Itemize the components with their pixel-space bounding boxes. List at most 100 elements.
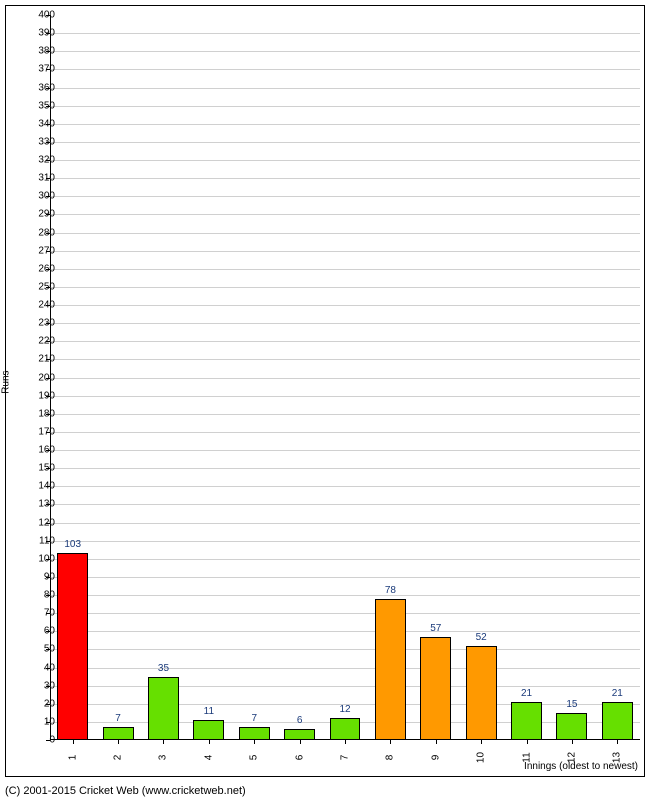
bar	[556, 713, 587, 740]
bar-value-label: 12	[339, 704, 350, 715]
y-tick-label: 50	[25, 644, 55, 655]
x-tick-mark	[300, 740, 301, 744]
y-tick-label: 310	[25, 173, 55, 184]
bar-value-label: 35	[158, 663, 169, 674]
grid-line	[50, 378, 640, 379]
grid-line	[50, 106, 640, 107]
y-tick-label: 150	[25, 463, 55, 474]
grid-line	[50, 468, 640, 469]
bar	[602, 702, 633, 740]
bar-value-label: 6	[297, 715, 303, 726]
x-tick-label: 10	[476, 752, 487, 764]
y-tick-label: 170	[25, 426, 55, 437]
y-tick-label: 360	[25, 82, 55, 93]
grid-line	[50, 196, 640, 197]
x-tick-label: 6	[294, 752, 305, 764]
y-tick-label: 100	[25, 553, 55, 564]
grid-line	[50, 414, 640, 415]
grid-line	[50, 504, 640, 505]
bar	[375, 599, 406, 740]
x-tick-mark	[572, 740, 573, 744]
bar-value-label: 11	[204, 706, 214, 717]
y-tick-label: 140	[25, 481, 55, 492]
y-tick-label: 290	[25, 209, 55, 220]
grid-line	[50, 124, 640, 125]
grid-line	[50, 69, 640, 70]
y-tick-label: 210	[25, 354, 55, 365]
y-tick-label: 380	[25, 46, 55, 57]
grid-line	[50, 450, 640, 451]
bar-value-label: 7	[115, 713, 121, 724]
x-tick-label: 11	[521, 752, 532, 764]
grid-line	[50, 251, 640, 252]
bar-value-label: 21	[612, 688, 623, 699]
y-tick-label: 80	[25, 590, 55, 601]
grid-line	[50, 51, 640, 52]
bar-value-label: 21	[521, 688, 532, 699]
x-tick-mark	[73, 740, 74, 744]
bar-value-label: 57	[430, 623, 441, 634]
x-tick-label: 3	[158, 752, 169, 764]
y-tick-label: 250	[25, 281, 55, 292]
y-tick-label: 340	[25, 118, 55, 129]
bar-value-label: 15	[566, 699, 577, 710]
bar-value-label: 7	[251, 713, 257, 724]
grid-line	[50, 523, 640, 524]
footer-copyright: (C) 2001-2015 Cricket Web (www.cricketwe…	[5, 785, 246, 797]
y-tick-label: 110	[25, 535, 55, 546]
x-tick-mark	[481, 740, 482, 744]
grid-line	[50, 214, 640, 215]
grid-line	[50, 486, 640, 487]
y-tick-label: 180	[25, 408, 55, 419]
grid-line	[50, 577, 640, 578]
grid-line	[50, 233, 640, 234]
x-tick-mark	[345, 740, 346, 744]
bar	[284, 729, 315, 740]
grid-line	[50, 323, 640, 324]
x-tick-mark	[617, 740, 618, 744]
y-axis-title: Runs	[1, 370, 12, 393]
grid-line	[50, 305, 640, 306]
y-tick-label: 270	[25, 245, 55, 256]
y-tick-label: 280	[25, 227, 55, 238]
grid-line	[50, 396, 640, 397]
grid-line	[50, 33, 640, 34]
x-tick-mark	[254, 740, 255, 744]
grid-line	[50, 341, 640, 342]
y-tick-label: 230	[25, 318, 55, 329]
grid-line	[50, 88, 640, 89]
y-tick-label: 370	[25, 64, 55, 75]
y-tick-label: 390	[25, 28, 55, 39]
x-tick-label: 8	[385, 752, 396, 764]
grid-line	[50, 178, 640, 179]
y-tick-label: 320	[25, 155, 55, 166]
grid-line	[50, 160, 640, 161]
x-tick-label: 12	[566, 752, 577, 764]
y-tick-label: 30	[25, 680, 55, 691]
y-tick-label: 260	[25, 263, 55, 274]
x-tick-label: 5	[249, 752, 260, 764]
x-tick-mark	[436, 740, 437, 744]
bar-value-label: 78	[385, 585, 396, 596]
y-tick-label: 200	[25, 372, 55, 383]
grid-line	[50, 668, 640, 669]
x-tick-mark	[163, 740, 164, 744]
bar	[57, 553, 88, 740]
y-tick-label: 350	[25, 100, 55, 111]
grid-line	[50, 631, 640, 632]
y-tick-label: 10	[25, 716, 55, 727]
grid-line	[50, 686, 640, 687]
bar	[239, 727, 270, 740]
x-tick-label: 2	[113, 752, 124, 764]
x-tick-mark	[209, 740, 210, 744]
plot-area: 103735117612785752211521	[50, 15, 640, 740]
y-tick-label: 70	[25, 608, 55, 619]
x-tick-mark	[527, 740, 528, 744]
y-tick-label: 190	[25, 390, 55, 401]
y-tick-label: 20	[25, 698, 55, 709]
bar	[148, 677, 179, 740]
grid-line	[50, 649, 640, 650]
grid-line	[50, 359, 640, 360]
y-tick-label: 90	[25, 571, 55, 582]
y-tick-label: 330	[25, 136, 55, 147]
